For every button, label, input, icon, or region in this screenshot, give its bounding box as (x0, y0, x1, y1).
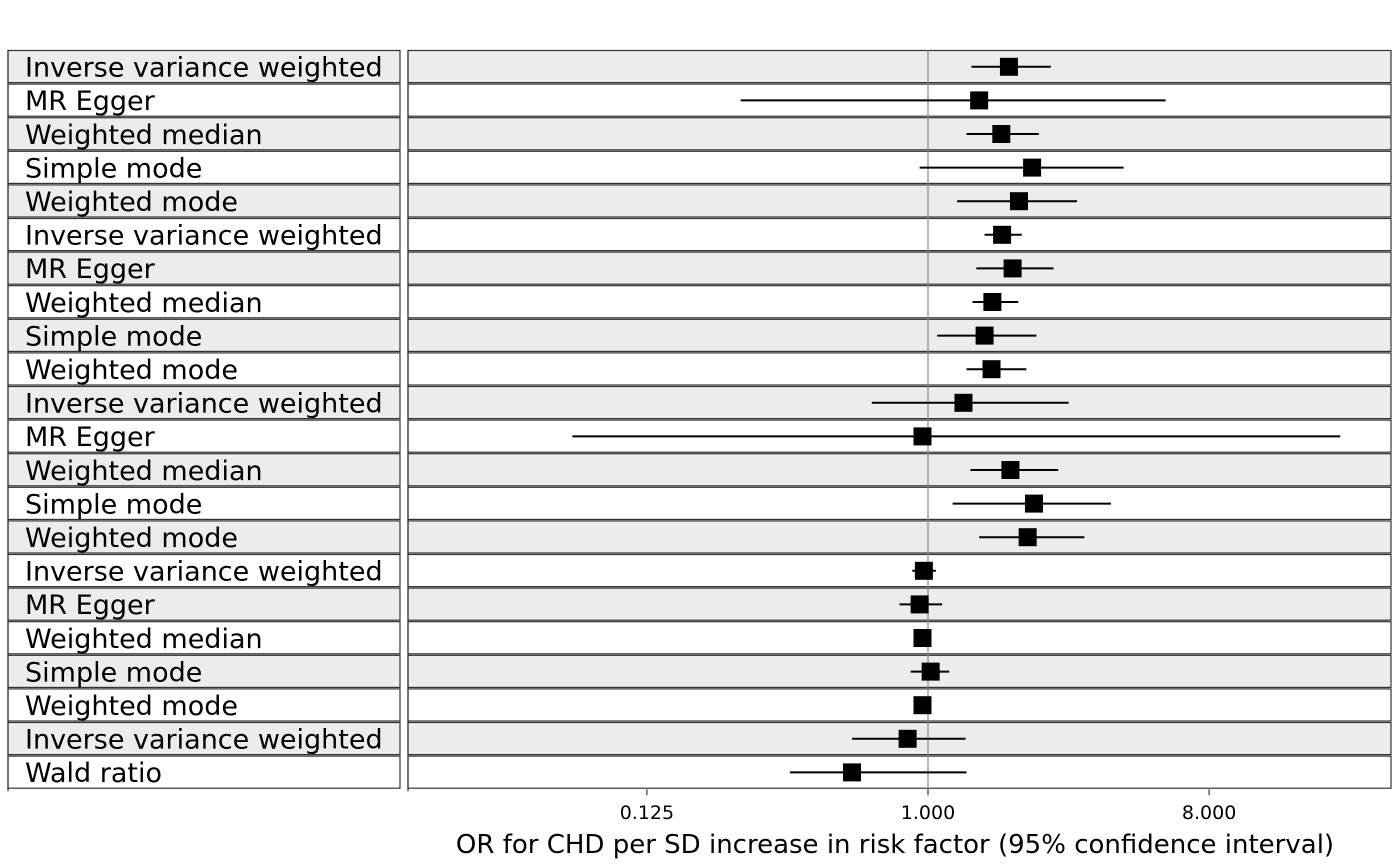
row-label: Weighted median (25, 456, 263, 487)
label-strip (7, 721, 401, 756)
row-label: Weighted mode (25, 523, 238, 554)
label-strip (7, 83, 401, 117)
label-strip (7, 419, 401, 453)
row-label: MR Egger (25, 422, 156, 453)
row-label: Weighted median (25, 288, 263, 319)
row-label: Weighted mode (25, 355, 238, 386)
row-label: Weighted median (25, 120, 263, 151)
plot-strip (407, 621, 1392, 655)
row-label: Inverse variance weighted (25, 725, 383, 756)
point-estimate (1024, 494, 1043, 513)
plot-strip (407, 184, 1392, 218)
label-strip (7, 486, 401, 520)
plot-strip (407, 587, 1392, 621)
label-strip (7, 688, 401, 722)
plot-strip (407, 49, 1392, 84)
plot-strip (407, 318, 1392, 352)
plot-strip (407, 520, 1392, 554)
x-axis-title: OR for CHD per SD increase in risk facto… (456, 830, 1334, 860)
x-axis: 0.125 1.000 8.000 (620, 789, 1236, 824)
x-tick-label: 0.125 (620, 802, 674, 824)
row-label: Inverse variance weighted (25, 389, 383, 420)
x-tick-label: 1.000 (901, 802, 955, 824)
point-estimate (1023, 158, 1042, 177)
label-strip (7, 184, 401, 218)
point-estimate (921, 662, 940, 681)
label-strip (7, 520, 401, 554)
point-estimate (983, 293, 1002, 311)
row-label: MR Egger (25, 86, 156, 117)
row-label: Wald ratio (25, 758, 162, 789)
row-label: Simple mode (25, 321, 202, 352)
point-estimate (913, 427, 932, 446)
label-strip (7, 251, 401, 285)
plot-strip (407, 352, 1392, 386)
row-label: Inverse variance weighted (25, 53, 383, 84)
x-tick-label: 8.000 (1182, 802, 1236, 824)
plot-panel (407, 49, 1392, 792)
label-strip (7, 117, 401, 151)
point-estimate (970, 91, 989, 110)
plot-strip (407, 453, 1392, 487)
point-estimate (992, 125, 1011, 143)
point-estimate (914, 561, 933, 580)
row-label: MR Egger (25, 590, 156, 621)
label-strip (7, 49, 401, 84)
plot-strip (407, 553, 1392, 588)
plot-strip (407, 150, 1392, 185)
row-label: Simple mode (25, 489, 202, 520)
point-estimate (993, 225, 1012, 244)
point-estimate (910, 595, 929, 614)
plot-strip (407, 285, 1392, 319)
point-estimate (1009, 192, 1028, 211)
plot-strip (407, 486, 1392, 520)
plot-strip (407, 688, 1392, 722)
point-estimate (982, 360, 1001, 379)
row-label: Inverse variance weighted (25, 557, 383, 588)
label-strip (7, 150, 401, 185)
label-strip (7, 654, 401, 688)
point-estimate (1001, 461, 1020, 479)
row-label: Simple mode (25, 153, 202, 184)
row-label: MR Egger (25, 254, 156, 285)
point-estimate (954, 393, 973, 412)
row-label: Weighted mode (25, 691, 238, 722)
point-estimate (843, 763, 862, 782)
point-estimate (898, 729, 917, 748)
plot-strip (407, 251, 1392, 285)
row-label: Inverse variance weighted (25, 221, 383, 252)
point-estimate (975, 326, 994, 345)
row-label: Weighted median (25, 624, 263, 655)
point-estimate (999, 57, 1018, 76)
point-estimate (1003, 259, 1022, 278)
row-label: Simple mode (25, 657, 202, 688)
row-label: Weighted mode (25, 187, 238, 218)
label-strip (7, 755, 401, 789)
label-strip (7, 352, 401, 386)
plot-strip (407, 217, 1392, 252)
label-strip (7, 385, 401, 420)
plot-strip (407, 117, 1392, 151)
plot-strip (407, 654, 1392, 688)
label-strip (7, 453, 401, 487)
point-estimate (913, 629, 932, 647)
point-estimate (1018, 528, 1037, 547)
point-estimate (913, 696, 932, 715)
